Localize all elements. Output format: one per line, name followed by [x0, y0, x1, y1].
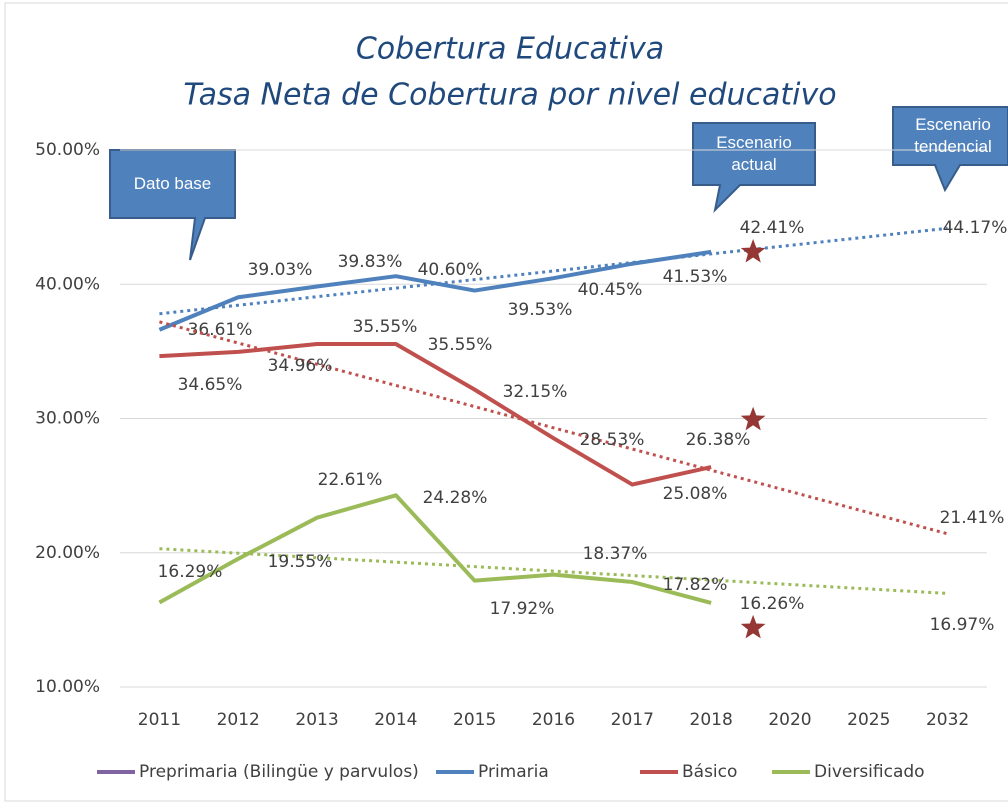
series-line — [158, 249, 712, 332]
y-tick-label: 50.00% — [35, 140, 100, 160]
data-label: 16.26% — [740, 594, 805, 614]
data-label: 40.60% — [418, 260, 483, 280]
data-label: 17.82% — [663, 575, 728, 595]
callout-shape — [109, 149, 236, 261]
x-tick-label: 2015 — [453, 710, 496, 730]
x-tick-label: 2014 — [374, 710, 417, 730]
series-line — [158, 493, 712, 605]
trend-label: 44.17% — [943, 218, 1008, 238]
target-star — [740, 614, 766, 639]
x-tick-label: 2016 — [532, 710, 575, 730]
series-line — [159, 341, 712, 487]
data-label: 16.29% — [158, 562, 223, 582]
x-tick-label: 2017 — [611, 710, 654, 730]
x-tick-label: 2020 — [768, 710, 811, 730]
x-tick-label: 2025 — [847, 710, 890, 730]
data-label: 35.55% — [353, 317, 418, 337]
trend-label: 21.41% — [940, 508, 1005, 528]
trend-label: 16.97% — [930, 615, 995, 635]
callout-shape — [892, 106, 1008, 193]
x-tick-label: 2018 — [690, 710, 733, 730]
legend-label: Diversificado — [814, 762, 925, 782]
data-label: 40.45% — [578, 280, 643, 300]
data-label: 26.38% — [686, 430, 751, 450]
x-tick-label: 2032 — [926, 710, 969, 730]
legend-label: Básico — [682, 762, 737, 782]
x-tick-label: 2013 — [295, 710, 338, 730]
data-label: 22.61% — [318, 470, 383, 490]
data-label: 17.92% — [490, 599, 555, 619]
y-tick-label: 10.00% — [35, 677, 100, 697]
callout-text: Dato base — [133, 174, 212, 193]
chart-title: Cobertura Educativa — [356, 32, 664, 67]
trend-line — [159, 226, 948, 316]
data-label: 25.08% — [663, 484, 728, 504]
data-label: 34.65% — [178, 375, 243, 395]
legend-label: Primaria — [478, 762, 549, 782]
data-label: 18.37% — [583, 544, 648, 564]
callout-text: Escenario actual — [716, 133, 792, 174]
data-label: 32.15% — [503, 382, 568, 402]
data-label: 24.28% — [423, 488, 488, 508]
target-star — [740, 406, 766, 431]
trend-line — [159, 320, 948, 536]
data-label: 34.96% — [268, 356, 333, 376]
callout-shape — [692, 122, 816, 214]
y-tick-label: 20.00% — [35, 543, 100, 563]
x-tick-label: 2012 — [217, 710, 260, 730]
data-label: 36.61% — [188, 320, 253, 340]
y-tick-label: 30.00% — [35, 409, 100, 429]
data-label: 41.53% — [663, 267, 728, 287]
data-label: 35.55% — [428, 335, 493, 355]
chart-frame — [4, 2, 1008, 802]
data-label: 39.83% — [338, 252, 403, 272]
data-label: 28.53% — [580, 430, 645, 450]
x-tick-label: 2011 — [138, 710, 181, 730]
data-label: 39.53% — [508, 300, 573, 320]
trend-line — [159, 547, 948, 595]
data-label: 42.41% — [740, 218, 805, 238]
data-label: 19.55% — [268, 552, 333, 572]
legend-label: Preprimaria (Bilingüe y parvulos) — [139, 762, 419, 782]
y-tick-label: 40.00% — [35, 274, 100, 294]
target-star — [740, 239, 766, 263]
callout-text: Escenario tendencial — [914, 115, 992, 156]
data-label: 39.03% — [248, 260, 313, 280]
chart-subtitle: Tasa Neta de Cobertura por nivel educati… — [183, 78, 836, 113]
